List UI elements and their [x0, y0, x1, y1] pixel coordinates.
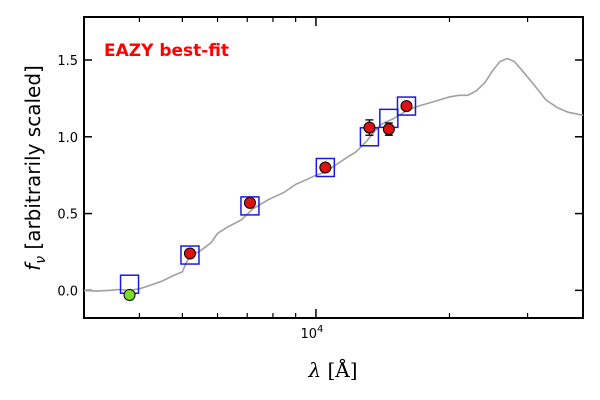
- x-axis-symbol: λ: [307, 358, 321, 382]
- observed-flux-points: [123, 100, 413, 301]
- tick-labels: 0.0 0.5 1.0 1.5 104: [57, 54, 323, 342]
- observed-flux-point: [243, 196, 256, 209]
- model-flux-box: [396, 96, 417, 116]
- x-tick-label: 104: [300, 324, 323, 342]
- y-tick-label: 1.0: [57, 131, 78, 146]
- observed-flux-limit-point: [123, 288, 136, 301]
- model-flux-box: [315, 157, 336, 178]
- y-tick-label: 0.5: [57, 208, 78, 223]
- annotation-eazy-best-fit: EAZY best-fit: [104, 41, 229, 61]
- axis-ticks: [84, 17, 583, 318]
- y-tick-label: 1.5: [57, 54, 78, 69]
- template-sed-line: [83, 57, 584, 292]
- plot-frame: [83, 16, 584, 319]
- y-axis-subscript: ν: [33, 256, 49, 264]
- observed-flux-point: [382, 123, 395, 136]
- y-axis-text: [arbitrarily scaled]: [21, 65, 45, 256]
- observed-flux-point: [363, 121, 376, 134]
- y-axis-symbol: f: [21, 261, 45, 271]
- y-tick-label: 0.0: [57, 284, 78, 299]
- observed-flux-point: [319, 161, 332, 174]
- observed-flux-point: [183, 247, 196, 260]
- x-axis-unit: [Å]: [321, 357, 357, 382]
- x-axis-label: λ [Å]: [307, 357, 357, 382]
- observed-flux-point: [400, 100, 413, 113]
- model-flux-box: [180, 245, 200, 265]
- y-axis-label: fν [arbitrarily scaled]: [21, 65, 49, 271]
